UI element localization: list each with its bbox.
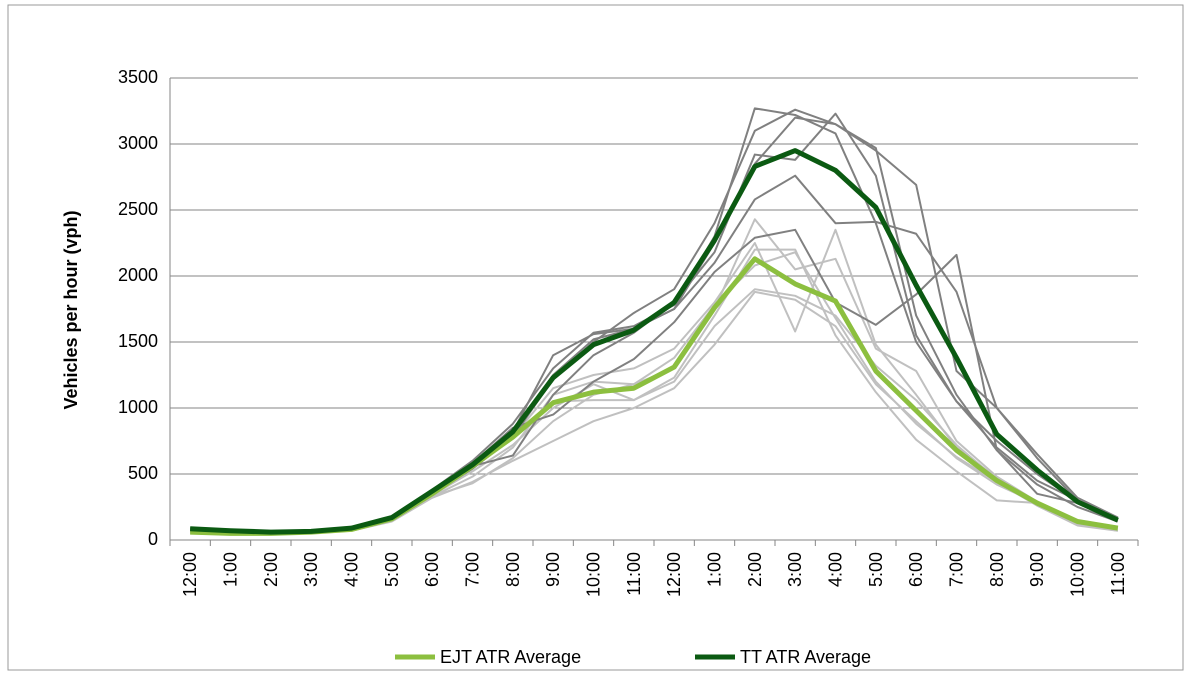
x-tick-label: 3:00 (301, 552, 321, 587)
x-tick-label: 1:00 (705, 552, 725, 587)
x-tick-label: 8:00 (987, 552, 1007, 587)
x-tick-label: 2:00 (261, 552, 281, 587)
x-tick-label: 12:00 (180, 552, 200, 597)
x-tick-label: 11:00 (1108, 552, 1128, 596)
y-tick-label: 500 (128, 463, 158, 483)
x-tick-label: 6:00 (422, 552, 442, 587)
y-tick-label: 3500 (118, 67, 158, 87)
x-tick-label: 2:00 (745, 552, 765, 587)
x-tick-label: 5:00 (866, 552, 886, 587)
x-tick-label: 8:00 (503, 552, 523, 587)
x-tick-label: 7:00 (947, 552, 967, 587)
y-tick-label: 0 (148, 529, 158, 549)
x-tick-label: 3:00 (785, 552, 805, 587)
y-tick-label: 2500 (118, 199, 158, 219)
x-tick-label: 6:00 (906, 552, 926, 587)
x-tick-label: 12:00 (664, 552, 684, 597)
x-tick-label: 9:00 (1027, 552, 1047, 587)
x-tick-label: 1:00 (221, 552, 241, 587)
legend-label: EJT ATR Average (440, 647, 581, 667)
x-tick-label: 7:00 (463, 552, 483, 587)
series-line (190, 148, 1119, 535)
x-tick-label: 11:00 (624, 552, 644, 596)
y-tick-label: 1500 (118, 331, 158, 351)
y-axis-label: Vehicles per hour (vph) (61, 210, 81, 409)
y-tick-label: 1000 (118, 397, 158, 417)
x-tick-label: 5:00 (382, 552, 402, 587)
y-tick-label: 2000 (118, 265, 158, 285)
chart-frame (7, 4, 1184, 671)
x-tick-label: 10:00 (1068, 552, 1088, 597)
x-tick-label: 4:00 (826, 552, 846, 587)
x-tick-label: 4:00 (342, 552, 362, 587)
x-tick-label: 10:00 (584, 552, 604, 597)
y-tick-label: 3000 (118, 133, 158, 153)
legend-label: TT ATR Average (740, 647, 871, 667)
x-tick-label: 9:00 (543, 552, 563, 587)
